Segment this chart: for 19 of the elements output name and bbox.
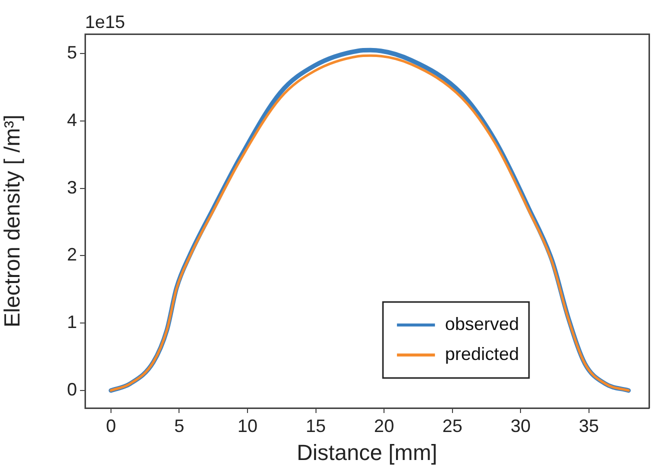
y-tick-label: 2 bbox=[66, 244, 77, 265]
y-tick-label: 4 bbox=[66, 110, 77, 130]
text: 1e15 bbox=[85, 12, 126, 32]
legend-label: predicted bbox=[444, 344, 520, 364]
y-tick-label: 1 bbox=[66, 312, 77, 332]
x-tick-label: 35 bbox=[578, 416, 599, 436]
y-tick-label: 3 bbox=[66, 177, 77, 198]
x-tick-label: 5 bbox=[174, 416, 184, 436]
legend-label: observed bbox=[444, 314, 520, 334]
x-tick-label: 15 bbox=[306, 416, 326, 436]
y-tick-label: 0 bbox=[66, 379, 77, 400]
x-tick-label: 20 bbox=[374, 416, 394, 436]
x-axis-title: Distance [mm] bbox=[296, 440, 438, 465]
x-tick-label: 25 bbox=[442, 416, 462, 436]
x-tick-label: 30 bbox=[510, 416, 531, 436]
y-axis-title: Electron density [ /m³] bbox=[0, 114, 24, 328]
y-tick-label: 5 bbox=[66, 42, 77, 63]
x-tick-label: 10 bbox=[237, 416, 258, 436]
x-tick-label: 0 bbox=[106, 416, 116, 436]
